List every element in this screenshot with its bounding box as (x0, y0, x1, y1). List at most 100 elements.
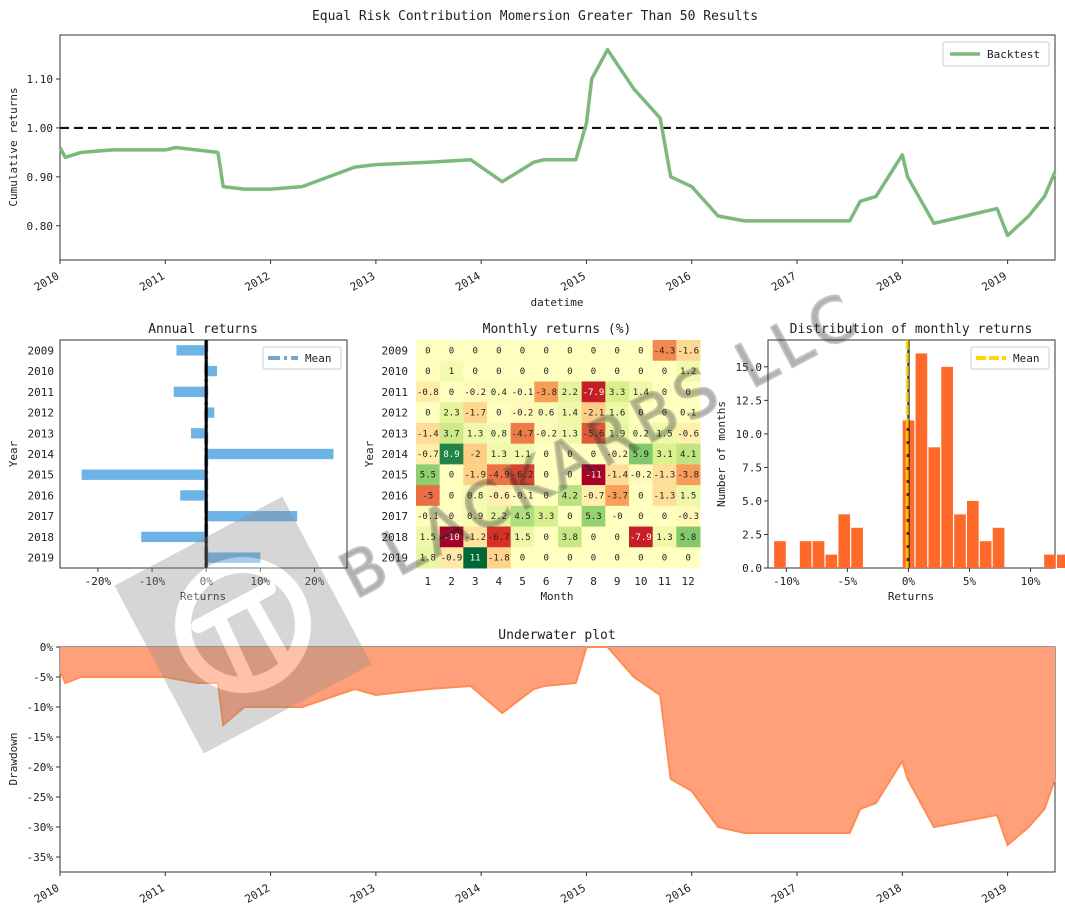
heatmap-cell-value: -1.9 (464, 471, 486, 481)
heatmap-cell-value: 1.5 (656, 429, 672, 439)
underwater-ytick-label: -30% (27, 821, 54, 834)
heatmap-row-label: 2015 (382, 469, 409, 482)
heatmap-cell (487, 422, 512, 445)
cumulative-xtick-label: 2015 (559, 269, 588, 294)
distribution-ytick-label: 15.0 (736, 361, 763, 374)
heatmap-cell (510, 422, 535, 445)
annual-xlabel: Returns (180, 590, 226, 603)
heatmap-cell (534, 505, 559, 528)
heatmap-cell (605, 526, 630, 548)
heatmap-cell (463, 526, 488, 548)
annual-xtick-label: 10% (250, 575, 270, 588)
heatmap-cell (605, 422, 630, 445)
heatmap-cell-value: 0 (662, 554, 667, 564)
heatmap-cell (558, 547, 583, 569)
heatmap-cell (652, 360, 677, 382)
heatmap-cell-value: 0 (685, 388, 690, 398)
cumulative-legend: Backtest (942, 41, 1050, 67)
heatmap-cell-value: 4.1 (680, 450, 696, 460)
underwater-area (60, 647, 1055, 845)
heatmap-cell (487, 505, 512, 528)
heatmap-cell-value: 0 (591, 450, 596, 460)
heatmap-cell-value: 0 (638, 512, 643, 522)
heatmap-cell-value: 1.4 (562, 409, 578, 419)
heatmap-cell-value: -0.7 (583, 491, 605, 501)
heatmap-cell (463, 360, 488, 382)
heatmap-cell-value: 3.1 (656, 450, 672, 460)
distribution-xtick-label: 5% (963, 575, 977, 588)
heatmap-cell-value: -0.6 (488, 491, 510, 501)
heatmap-cell-value: 0 (543, 471, 548, 481)
annual-ytick-label: 2015 (28, 469, 55, 482)
heatmap-cell (558, 443, 583, 465)
heatmap-cell (629, 360, 654, 382)
heatmap-cell (487, 443, 512, 465)
cumulative-xtick-label: 2017 (769, 269, 798, 294)
heatmap-cell (487, 547, 512, 569)
heatmap-cell (558, 505, 583, 528)
heatmap-cell-value: 5.9 (633, 450, 649, 460)
heatmap-cell (510, 505, 535, 528)
annual-bar (206, 511, 298, 522)
heatmap-cell (652, 505, 677, 528)
heatmap-cell (439, 485, 464, 507)
annual-ytick-label: 2018 (28, 531, 55, 544)
heatmap-cell (416, 505, 441, 528)
heatmap-cell-value: 0 (614, 346, 619, 356)
underwater-title: Underwater plot (498, 628, 615, 643)
heatmap-cell (676, 485, 701, 507)
heatmap-cell-value: -10 (443, 533, 459, 543)
cumulative-xtick-label: 2019 (980, 269, 1009, 294)
heatmap-cell (416, 381, 441, 403)
heatmap-cell (439, 422, 464, 445)
heatmap-cell (534, 381, 559, 403)
heatmap-cell-value: 1.3 (656, 533, 672, 543)
heatmap-cell-value: 0 (543, 450, 548, 460)
annual-ytick-label: 2011 (28, 386, 55, 399)
underwater-ytick-label: -15% (27, 731, 54, 744)
heatmap-cell (463, 443, 488, 465)
heatmap-cell (463, 464, 488, 486)
heatmap-cell (605, 381, 630, 403)
heatmap-cell (487, 485, 512, 507)
heatmap-cell (605, 340, 630, 362)
heatmap-cell (487, 526, 512, 548)
heatmap-cell-value: 0 (496, 409, 501, 419)
heatmap-cell-value: 0.8 (491, 429, 507, 439)
heatmap-cell (534, 526, 559, 548)
heatmap-cell-value: -1.8 (488, 554, 510, 564)
heatmap-cell (676, 381, 701, 403)
heatmap-cell (439, 443, 464, 465)
heatmap-cell (439, 340, 464, 362)
heatmap-cell (676, 402, 701, 424)
heatmap-cell-value: -4.3 (654, 346, 676, 356)
heatmap-cell-value: 0 (662, 388, 667, 398)
heatmap-cell-value: -3.8 (677, 471, 699, 481)
annual-bar (191, 428, 207, 439)
heatmap-cell (581, 402, 606, 424)
heatmap-cell-value: 0 (591, 346, 596, 356)
annual-title: Annual returns (148, 322, 258, 337)
distribution-bar (1044, 554, 1056, 568)
heatmap-cell-value: 0 (543, 533, 548, 543)
heatmap-cell (581, 526, 606, 548)
monthly-returns-panel: Monthly returns (%) 0 0 0 0 0 0 0 0 0 0 -4.3 -1.6 0 1… (363, 322, 701, 603)
heatmap-cell-value: 1.4 (633, 388, 649, 398)
heatmap-cell-value: 8.9 (443, 450, 459, 460)
heatmap-cell (581, 464, 606, 486)
underwater-ytick-label: -5% (33, 671, 53, 684)
heatmap-cell-value: 2.2 (491, 512, 507, 522)
heatmap-cell-value: -0 (612, 512, 623, 522)
annual-ytick-label: 2012 (28, 407, 55, 420)
annual-bar (180, 490, 207, 501)
heatmap-cell-value: 5.5 (420, 471, 436, 481)
heatmap-cell-value: 0 (449, 388, 454, 398)
annual-ytick-label: 2019 (28, 552, 55, 565)
monthly-title: Monthly returns (%) (483, 322, 632, 337)
heatmap-cell (439, 464, 464, 486)
heatmap-cell-value: 0 (472, 346, 477, 356)
heatmap-cell-value: -1.3 (654, 491, 676, 501)
underwater-ytick-label: -10% (27, 701, 54, 714)
heatmap-cell-value: 0 (472, 367, 477, 377)
